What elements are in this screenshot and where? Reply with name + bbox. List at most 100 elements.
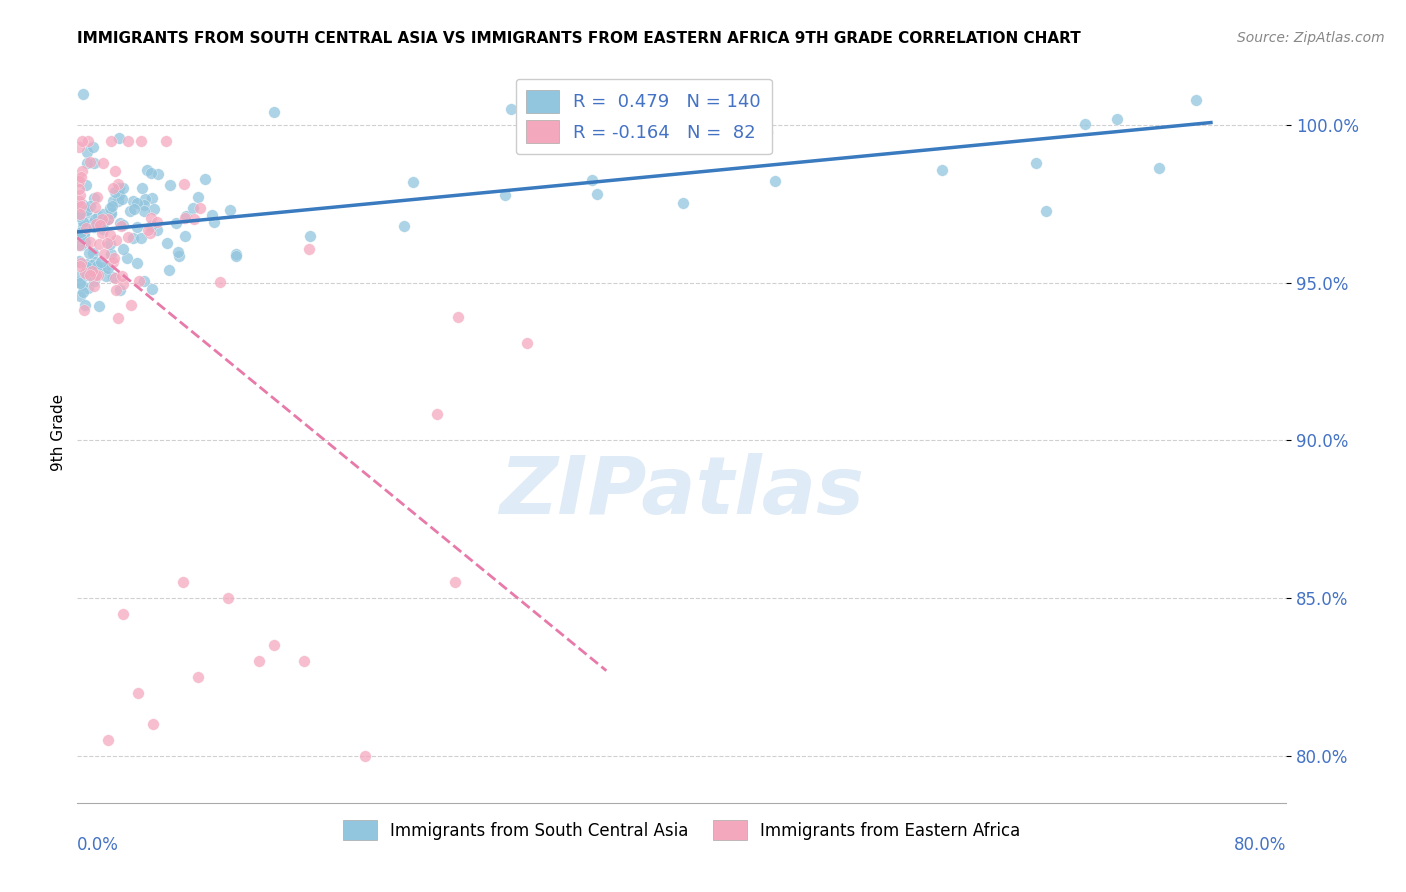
Point (72, 219, 94, 233)
Point (108, 216, 131, 230)
Point (208, 275, 231, 289)
Point (1105, 112, 1128, 127)
Text: Source: ZipAtlas.com: Source: ZipAtlas.com (1237, 31, 1385, 45)
Point (499, 103, 522, 117)
Point (73, 235, 96, 250)
Point (1035, 204, 1057, 219)
Point (931, 163, 953, 178)
Point (763, 174, 786, 188)
Point (129, 134, 152, 148)
Point (139, 166, 162, 180)
Point (112, 277, 135, 292)
Point (141, 282, 163, 296)
Point (84, 201, 107, 215)
Point (70, 256, 93, 270)
Point (671, 195, 693, 210)
Point (1185, 93, 1208, 107)
Point (91, 207, 114, 221)
Point (118, 203, 141, 218)
Point (169, 249, 191, 263)
Point (134, 203, 156, 218)
Point (134, 192, 156, 206)
Text: 80.0%: 80.0% (1234, 836, 1286, 855)
Point (101, 194, 124, 208)
Point (425, 407, 447, 421)
Point (70, 197, 93, 211)
Point (69, 229, 91, 244)
Point (174, 209, 197, 223)
Point (87, 268, 110, 282)
Point (139, 226, 162, 240)
Point (72, 214, 94, 228)
Point (82, 217, 104, 231)
Point (219, 202, 242, 217)
Point (73, 266, 96, 280)
Point (167, 245, 190, 260)
Point (67, 194, 90, 208)
Point (111, 607, 134, 621)
Point (73, 217, 96, 231)
Legend: Immigrants from South Central Asia, Immigrants from Eastern Africa: Immigrants from South Central Asia, Immi… (337, 814, 1026, 847)
Point (77, 245, 100, 260)
Point (91, 222, 114, 236)
Point (79, 268, 101, 282)
Point (146, 223, 169, 237)
Point (86, 213, 108, 227)
Point (139, 211, 162, 225)
Point (100, 206, 122, 220)
Point (495, 188, 517, 202)
Point (112, 181, 135, 195)
Point (134, 198, 156, 212)
Point (122, 231, 145, 245)
Point (136, 223, 159, 237)
Point (181, 201, 204, 215)
Point (142, 717, 165, 731)
Point (122, 194, 145, 209)
Point (89, 218, 111, 232)
Point (353, 748, 375, 763)
Point (218, 591, 240, 605)
Point (125, 195, 148, 210)
Point (187, 190, 209, 204)
Point (105, 283, 128, 297)
Point (104, 185, 127, 199)
Point (84, 268, 107, 282)
Point (145, 214, 167, 228)
Point (76, 156, 98, 170)
Point (155, 134, 177, 148)
Point (125, 220, 148, 235)
Point (69, 289, 91, 303)
Point (292, 654, 315, 668)
Point (84, 212, 107, 227)
Point (96, 732, 118, 747)
Point (98, 228, 121, 243)
Point (148, 167, 170, 181)
Point (69, 207, 91, 221)
Point (70, 170, 93, 185)
Point (165, 216, 187, 230)
Text: 0.0%: 0.0% (77, 836, 120, 855)
Point (86, 190, 108, 204)
Point (83, 220, 105, 235)
Point (83, 156, 105, 170)
Point (72, 285, 94, 300)
Point (581, 173, 603, 187)
Point (100, 134, 122, 148)
Point (298, 242, 321, 256)
Point (623, 103, 645, 118)
Point (107, 310, 129, 325)
Point (111, 242, 134, 256)
Point (72, 87, 94, 101)
Point (76, 202, 98, 217)
Point (83, 264, 105, 278)
Point (127, 685, 149, 699)
Point (108, 181, 131, 195)
Point (98, 237, 121, 252)
Point (82, 267, 104, 281)
Point (183, 212, 205, 227)
Point (110, 219, 132, 234)
Point (94, 260, 117, 275)
Point (117, 229, 139, 244)
Point (67, 199, 90, 213)
Point (73, 227, 96, 242)
